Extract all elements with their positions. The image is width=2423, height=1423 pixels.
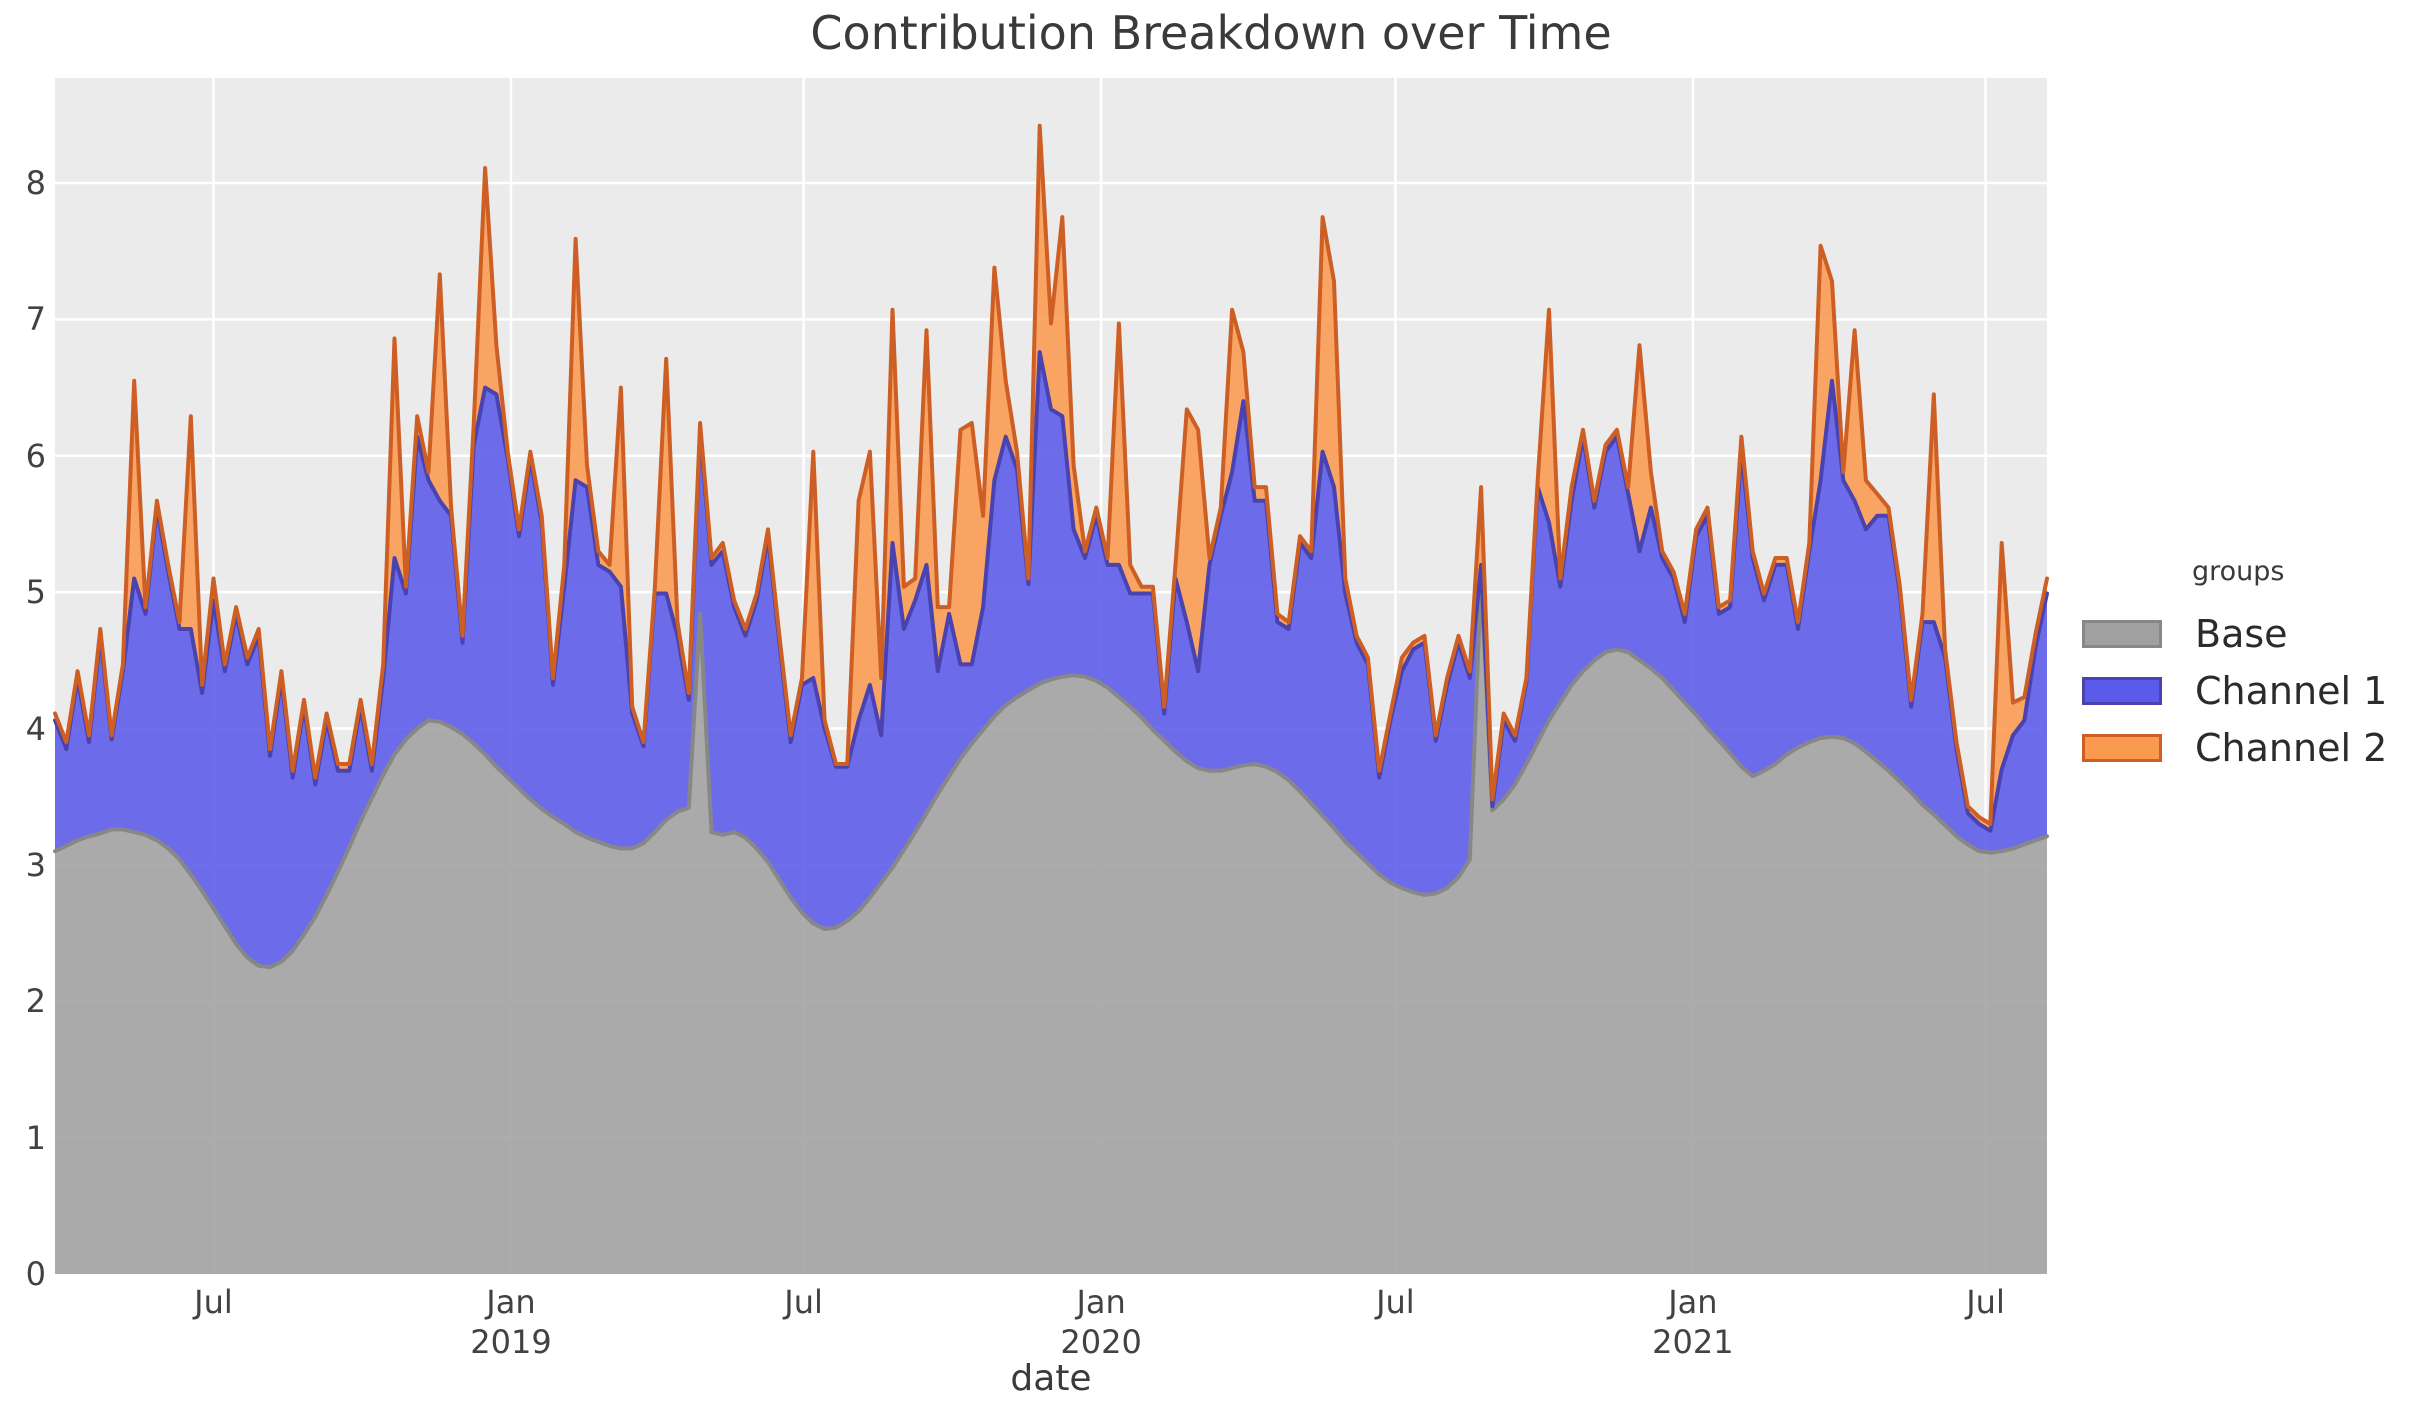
x-tick-label: Jan 2019 xyxy=(470,1283,552,1361)
x-axis-label: date xyxy=(1010,1358,1092,1399)
y-tick-label: 4 xyxy=(25,709,46,748)
channel2-edge xyxy=(53,123,2049,826)
y-tick-label: 2 xyxy=(25,982,46,1021)
legend-label: Base xyxy=(2195,611,2288,656)
x-tick-label: Jan 2020 xyxy=(1060,1283,1142,1361)
channel1-area xyxy=(55,352,2047,968)
y-tick-label: 0 xyxy=(25,1255,46,1293)
y-tick-label: 3 xyxy=(25,845,46,884)
legend-swatch-icon xyxy=(2082,733,2162,762)
legend: groups Base Channel 1 Channel 2 xyxy=(2082,556,2412,776)
legend-title: groups xyxy=(2192,556,2285,587)
y-tick-label: 5 xyxy=(25,573,46,612)
legend-swatch-icon xyxy=(2082,676,2162,705)
x-tick-label: Jul xyxy=(1376,1283,1415,1321)
legend-item: Channel 1 xyxy=(2082,662,2412,719)
y-tick-label: 1 xyxy=(25,1118,46,1157)
legend-item: Base xyxy=(2082,605,2412,662)
y-tick-label: 8 xyxy=(25,164,46,202)
x-tick-label: Jul xyxy=(1966,1283,2005,1321)
base-edge xyxy=(53,576,2049,970)
legend-label: Channel 2 xyxy=(2195,725,2388,770)
x-tick-label: Jul xyxy=(784,1283,823,1321)
channel2-area xyxy=(55,125,2047,831)
legend-label: Channel 1 xyxy=(2195,668,2388,713)
x-tick-label: Jul xyxy=(194,1283,233,1321)
legend-items: Base Channel 1 Channel 2 xyxy=(2082,605,2412,776)
legend-item: Channel 2 xyxy=(2082,719,2412,776)
legend-swatch-icon xyxy=(2082,619,2162,648)
x-tick-label: Jan 2021 xyxy=(1652,1283,1734,1361)
y-tick-label: 7 xyxy=(25,300,46,339)
chart-title: Contribution Breakdown over Time xyxy=(810,6,1612,60)
y-tick-label: 6 xyxy=(25,436,46,475)
base-area xyxy=(55,578,2047,1274)
